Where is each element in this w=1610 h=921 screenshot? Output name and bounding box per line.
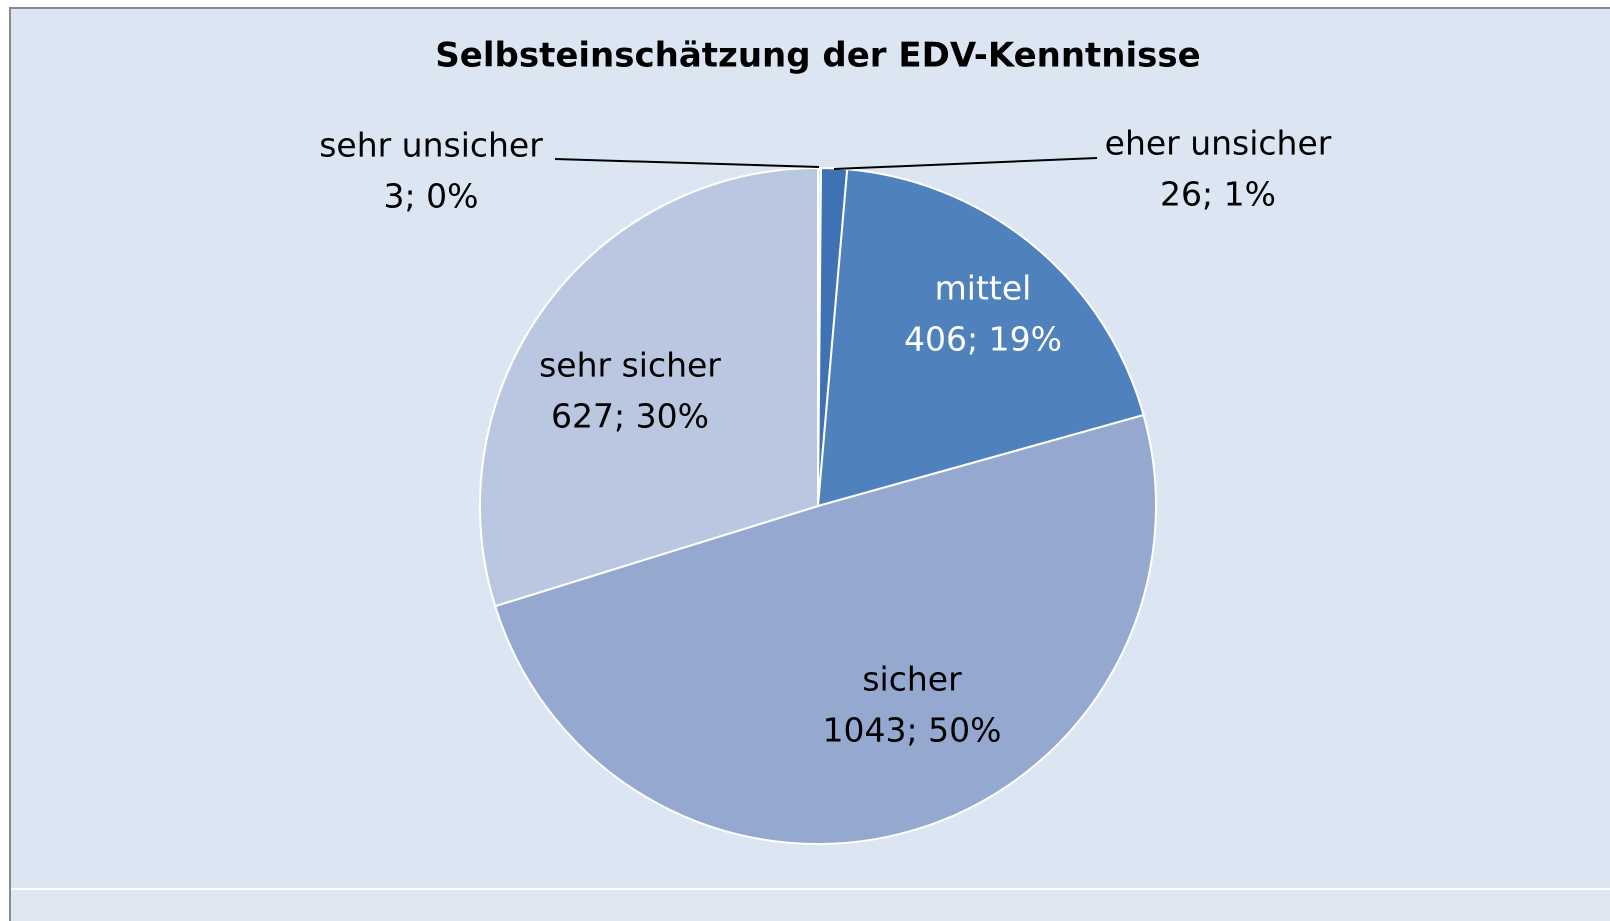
chart-title: Selbsteinschätzung der EDV-Kenntnisse [435, 36, 1200, 76]
slice-label: eher unsicher [1105, 124, 1332, 163]
pie-slice [493, 413, 1158, 845]
slice-value-label: 627; 30% [551, 397, 709, 436]
slice-label: sicher [862, 660, 962, 699]
slice-label: sehr unsicher [319, 126, 543, 165]
slice-value-label: 26; 1% [1160, 175, 1276, 214]
leader-line [554, 158, 820, 168]
slice-value-label: 3; 0% [384, 177, 479, 216]
slice-label: mittel [935, 269, 1032, 308]
pie-slice [816, 168, 1145, 508]
slice-value-label: 406; 19% [904, 320, 1062, 359]
slice-label: sehr sicher [539, 346, 721, 385]
slice-value-label: 1043; 50% [823, 711, 1002, 750]
bottom-strip [11, 890, 1610, 921]
pie-slice [479, 166, 819, 608]
leader-line [833, 157, 1098, 170]
